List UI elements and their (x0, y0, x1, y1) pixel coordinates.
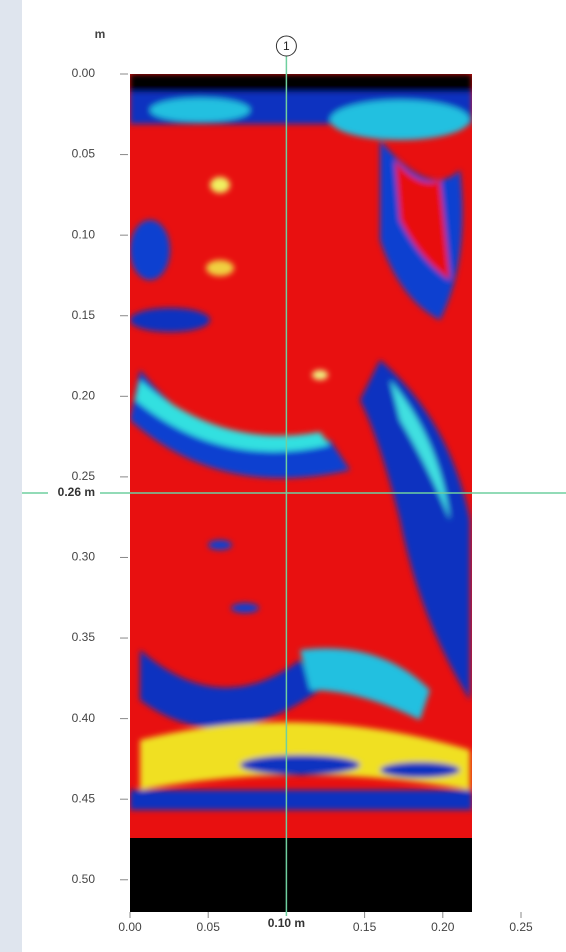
x-tick-label: 0.25 (509, 920, 533, 934)
cursor-y-label: 0.26 m (58, 485, 95, 499)
cursor-x-label: 0.10 m (268, 916, 305, 930)
chart: m 0.00 0.05 0.10 0.15 0.20 0.25 0.30 0.35 0.40 0.… (0, 0, 566, 952)
y-tick-label: 0.00 (72, 66, 96, 80)
x-tick-label: 0.05 (197, 920, 221, 934)
y-tick-label: 0.25 (72, 469, 96, 483)
x-tick-label: 0.20 (431, 920, 455, 934)
y-tick-label: 0.35 (72, 630, 96, 644)
y-tick-label: 0.10 (72, 227, 96, 241)
y-tick-label: 0.15 (72, 308, 96, 322)
x-tick-label: 0.00 (118, 920, 142, 934)
y-tick-label: 0.20 (72, 388, 96, 402)
page: m 0.00 0.05 0.10 0.15 0.20 0.25 0.30 0.35 0.40 0.… (0, 0, 566, 952)
heatmap-void (130, 838, 472, 912)
marker-label: 1 (283, 39, 290, 53)
y-tick-label: 0.40 (72, 711, 96, 725)
x-tick-label: 0.15 (353, 920, 377, 934)
y-tick-label: 0.45 (72, 791, 96, 805)
y-tick-label: 0.30 (72, 550, 96, 564)
y-tick-label: 0.05 (72, 147, 96, 161)
y-tick-label: 0.50 (72, 872, 96, 886)
y-unit: m (95, 27, 106, 41)
